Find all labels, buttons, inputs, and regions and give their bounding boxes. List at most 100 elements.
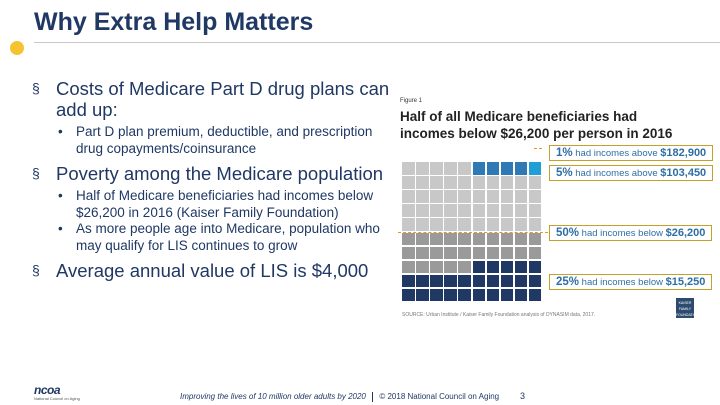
- kaiser-logo: KAISER FAMILY FOUNDATION: [676, 298, 699, 318]
- slide-title: Why Extra Help Matters: [34, 8, 314, 36]
- grid-cell: [514, 274, 528, 288]
- grid-cell: [472, 190, 485, 203]
- grid-cell: [416, 260, 429, 274]
- grid-cell: [486, 176, 500, 189]
- grid-cell: [500, 246, 514, 260]
- grid-cell: [472, 288, 485, 302]
- grid-cell: [472, 274, 485, 288]
- grid-cell: [458, 246, 471, 260]
- grid-cell: [514, 204, 528, 217]
- grid-cell: [444, 190, 457, 203]
- sub-bullet-marker: •: [58, 221, 63, 236]
- grid-cell: [500, 204, 514, 217]
- grid-cell: [472, 246, 485, 260]
- grid-cell: [458, 232, 471, 245]
- grid-cell: [528, 190, 542, 203]
- grid-cell: [458, 162, 471, 175]
- grid-cell: [416, 190, 429, 203]
- grid-cell: [528, 218, 542, 231]
- grid-cell: [514, 176, 528, 189]
- grid-cell: [402, 190, 415, 203]
- grid-cell: [458, 260, 471, 274]
- bullet-marker: §: [32, 80, 40, 96]
- grid-cell: [444, 232, 457, 245]
- grid-cell: [514, 232, 528, 245]
- grid-cell: [402, 204, 415, 217]
- page-number: 3: [520, 391, 526, 401]
- grid-cell: [458, 176, 471, 189]
- grid-cell: [430, 288, 443, 302]
- grid-cell: [416, 232, 429, 245]
- grid-cell: [444, 274, 457, 288]
- grid-cell: [430, 190, 443, 203]
- grid-cell: [402, 218, 415, 231]
- grid-cell: [528, 288, 542, 302]
- grid-cell: [416, 218, 429, 231]
- footer-tagline: Improving the lives of 10 million older …: [180, 392, 366, 402]
- grid-cell: [458, 288, 471, 302]
- grid-cell: [500, 232, 514, 245]
- accent-dot: [10, 41, 24, 55]
- grid-cell: [486, 274, 500, 288]
- callout-top-1: 1% had incomes above $182,900: [549, 145, 714, 161]
- grid-cell: [486, 162, 500, 175]
- sub-bullet-part-d-costs: • Part D plan premium, deductible, and p…: [32, 124, 392, 157]
- grid-cell: [402, 162, 415, 175]
- bullet-marker: §: [32, 262, 40, 278]
- figure-source: SOURCE: Urban Institute / Kaiser Family …: [402, 312, 596, 318]
- title-bar: Why Extra Help Matters: [0, 0, 720, 55]
- grid-cell: [528, 246, 542, 260]
- grid-cell: [444, 176, 457, 189]
- grid-cell: [528, 176, 542, 189]
- grid-cell: [416, 274, 429, 288]
- title-divider: [34, 42, 720, 43]
- grid-cell: [402, 246, 415, 260]
- grid-cell: [500, 162, 514, 175]
- callout-top-5: 5% had incomes above $103,450: [549, 165, 714, 181]
- sub-bullet-text: Part D plan premium, deductible, and pre…: [76, 124, 373, 156]
- grid-cell: [416, 204, 429, 217]
- sub-bullet-half-incomes: • Half of Medicare beneficiaries had inc…: [32, 188, 392, 221]
- footer-text: Improving the lives of 10 million older …: [180, 392, 499, 402]
- grid-cell: [472, 204, 485, 217]
- grid-cell: [528, 204, 542, 217]
- grid-cell: [486, 260, 500, 274]
- sub-bullet-text: Half of Medicare beneficiaries had incom…: [76, 188, 374, 220]
- grid-cell: [528, 162, 542, 175]
- footer-divider: [372, 392, 374, 402]
- grid-cell: [486, 190, 500, 203]
- grid-cell: [486, 218, 500, 231]
- grid-cell: [430, 232, 443, 245]
- grid-cell: [458, 204, 471, 217]
- callout-median: 50% had incomes below $26,200: [549, 225, 713, 241]
- sub-bullet-marker: •: [58, 124, 63, 139]
- grid-cell: [528, 260, 542, 274]
- bullet-text: Poverty among the Medicare population: [56, 163, 384, 184]
- callout-bottom-25: 25% had incomes below $15,250: [549, 274, 713, 290]
- figure-title: Half of all Medicare beneficiaries had i…: [400, 109, 673, 141]
- grid-cell: [416, 288, 429, 302]
- grid-cell: [514, 190, 528, 203]
- ncoa-logo: ncoa National Council on Aging: [34, 383, 80, 401]
- grid-cell: [500, 218, 514, 231]
- grid-cell: [500, 260, 514, 274]
- bullet-lis-value: § Average annual value of LIS is $4,000: [32, 260, 392, 281]
- grid-cell: [444, 218, 457, 231]
- bullet-costs: § Costs of Medicare Part D drug plans ca…: [32, 78, 392, 120]
- bullet-text: Average annual value of LIS is $4,000: [56, 260, 369, 281]
- grid-cell: [486, 246, 500, 260]
- grid-cell: [430, 204, 443, 217]
- grid-cell: [500, 176, 514, 189]
- grid-cell: [444, 260, 457, 274]
- income-figure: Figure 1 Half of all Medicare beneficiar…: [398, 98, 714, 328]
- grid-cell: [472, 176, 485, 189]
- grid-cell: [486, 204, 500, 217]
- grid-cell: [430, 260, 443, 274]
- grid-cell: [514, 288, 528, 302]
- grid-cell: [458, 218, 471, 231]
- grid-cell: [514, 260, 528, 274]
- grid-cell: [402, 232, 415, 245]
- grid-cell: [472, 232, 485, 245]
- bullet-text: Costs of Medicare Part D drug plans can …: [56, 78, 390, 120]
- grid-cell: [458, 190, 471, 203]
